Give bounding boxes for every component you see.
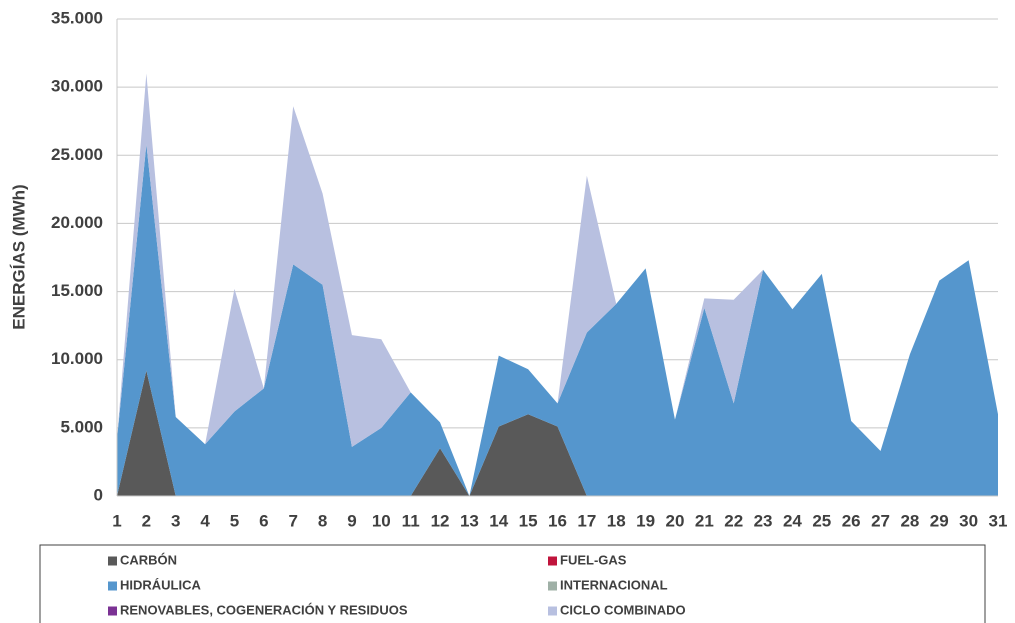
legend-swatch xyxy=(108,606,117,616)
x-tick-label: 16 xyxy=(548,511,567,530)
legend-label: HIDRÁULICA xyxy=(120,577,201,592)
y-tick-label: 20.000 xyxy=(51,213,103,232)
area xyxy=(117,144,998,496)
legend-swatch xyxy=(108,581,117,591)
x-tick-label: 29 xyxy=(930,511,949,530)
x-tick-label: 19 xyxy=(636,511,655,530)
legend-label: FUEL-GAS xyxy=(560,552,627,567)
x-tick-label: 22 xyxy=(724,511,743,530)
legend-swatch xyxy=(548,556,557,566)
x-tick-label: 9 xyxy=(347,511,356,530)
y-tick-label: 30.000 xyxy=(51,77,103,96)
y-tick-label: 10.000 xyxy=(51,349,103,368)
legend-swatch xyxy=(108,556,117,566)
x-tick-label: 18 xyxy=(607,511,626,530)
x-tick-label: 5 xyxy=(230,511,239,530)
y-tick-label: 15.000 xyxy=(51,281,103,300)
x-tick-label: 20 xyxy=(666,511,685,530)
y-tick-label: 5.000 xyxy=(60,417,103,436)
x-tick-label: 21 xyxy=(695,511,714,530)
legend-label: CARBÓN xyxy=(120,552,177,567)
x-tick-label: 28 xyxy=(900,511,919,530)
x-tick-label: 10 xyxy=(372,511,391,530)
y-tick-label: 25.000 xyxy=(51,145,103,164)
legend-swatch xyxy=(548,581,557,591)
x-tick-label: 11 xyxy=(402,511,420,530)
x-tick-label: 30 xyxy=(959,511,978,530)
legend-label: RENOVABLES, COGENERACIÓN Y RESIDUOS xyxy=(120,602,408,617)
legend-label: INTERNACIONAL xyxy=(560,577,668,592)
y-tick-label: 0 xyxy=(94,485,103,504)
area xyxy=(117,370,998,496)
x-tick-label: 17 xyxy=(577,511,596,530)
x-tick-label: 15 xyxy=(519,511,538,530)
x-tick-label: 27 xyxy=(871,511,890,530)
x-tick-label: 4 xyxy=(200,511,210,530)
x-tick-label: 7 xyxy=(288,511,297,530)
x-tick-label: 24 xyxy=(783,511,802,530)
y-axis-label: ENERGÍAS (MWh) xyxy=(9,184,28,329)
x-tick-label: 8 xyxy=(318,511,327,530)
y-tick-label: 35.000 xyxy=(51,8,103,27)
x-tick-label: 12 xyxy=(431,511,450,530)
legend-swatch xyxy=(548,606,557,616)
x-tick-label: 2 xyxy=(142,511,151,530)
x-tick-label: 23 xyxy=(754,511,773,530)
x-tick-label: 6 xyxy=(259,511,268,530)
x-tick-label: 14 xyxy=(489,511,508,530)
x-tick-label: 3 xyxy=(171,511,180,530)
x-tick-label: 26 xyxy=(842,511,861,530)
x-tick-label: 1 xyxy=(112,511,121,530)
x-tick-label: 13 xyxy=(460,511,479,530)
x-tick-label: 31 xyxy=(989,511,1008,530)
legend-label: CICLO COMBINADO xyxy=(560,602,686,617)
x-tick-label: 25 xyxy=(812,511,831,530)
legend-box xyxy=(39,544,986,623)
